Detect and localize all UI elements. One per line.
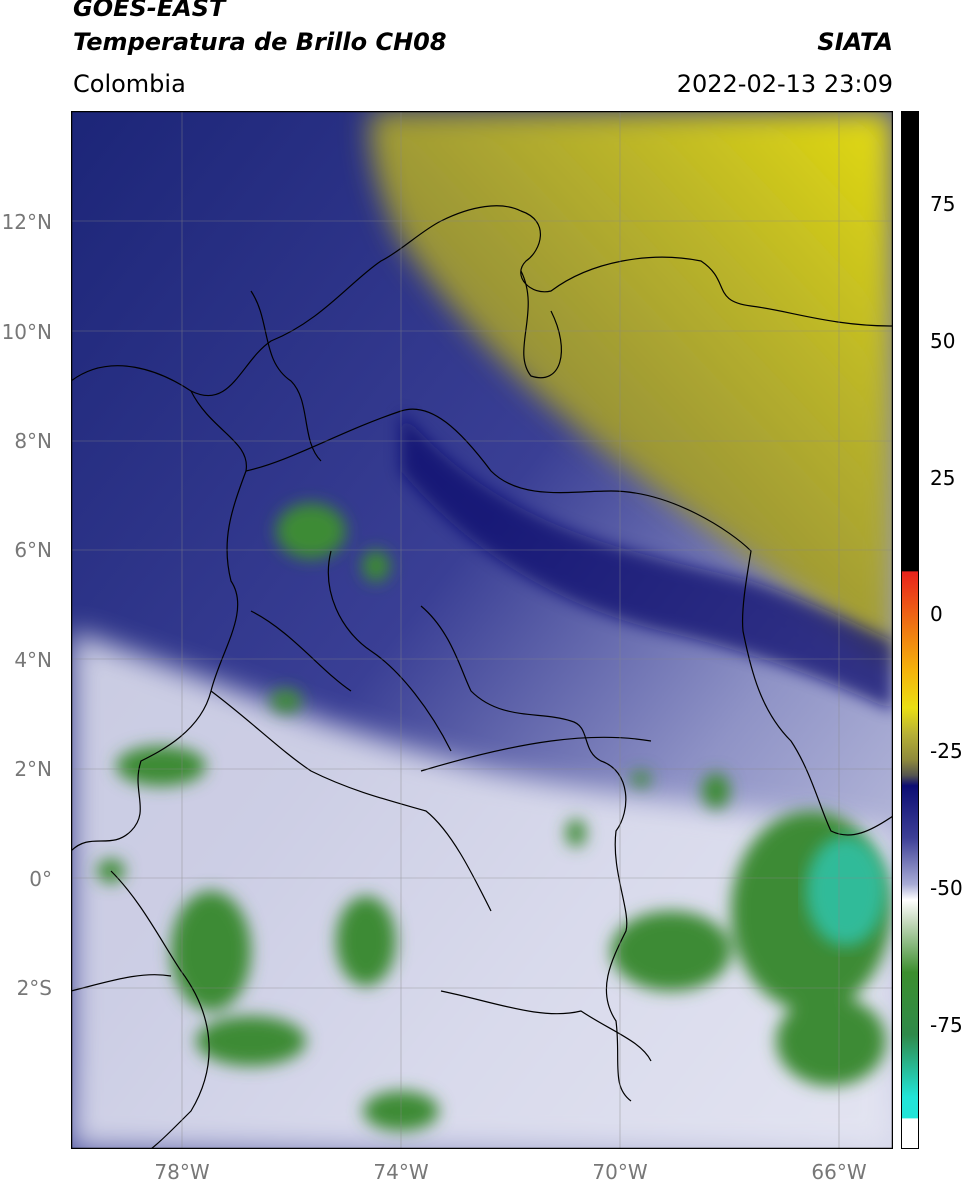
colorbar bbox=[901, 111, 919, 1149]
navy-front bbox=[401, 411, 893, 711]
lat-tick-6n: 6°N bbox=[14, 538, 52, 562]
brand-label: SIATA bbox=[817, 28, 893, 56]
lon-tick-66w: 66°W bbox=[811, 1160, 867, 1184]
lat-tick-2n: 2°N bbox=[14, 757, 52, 781]
lat-tick-10n: 10°N bbox=[1, 320, 52, 344]
product-title-channel: Temperatura de Brillo CH08 bbox=[73, 28, 447, 56]
colorbar-tick-25: 25 bbox=[930, 466, 956, 490]
timestamp-label: 2022-02-13 23:09 bbox=[676, 70, 893, 98]
colorbar-tick-minus-25: -25 bbox=[930, 739, 963, 763]
coastlines-borders bbox=[71, 205, 893, 1149]
colorbar-tick-75: 75 bbox=[930, 192, 956, 216]
product-title-satellite: GOES-EAST bbox=[73, 0, 226, 22]
lat-tick-4n: 4°N bbox=[14, 648, 52, 672]
brightness-temperature-map bbox=[71, 111, 893, 1149]
lat-tick-8n: 8°N bbox=[14, 429, 52, 453]
lon-tick-70w: 70°W bbox=[592, 1160, 648, 1184]
lat-tick-12n: 12°N bbox=[1, 210, 52, 234]
colorbar-tick-0: 0 bbox=[930, 602, 943, 626]
cold-core bbox=[806, 836, 886, 946]
colorbar-tick-minus-50: -50 bbox=[930, 876, 963, 900]
colorbar-frame bbox=[901, 111, 919, 1149]
lat-tick-2s: 2°S bbox=[16, 976, 52, 1000]
colorbar-tick-minus-75: -75 bbox=[930, 1013, 963, 1037]
map-frame bbox=[71, 111, 893, 1149]
lon-tick-78w: 78°W bbox=[154, 1160, 210, 1184]
region-label: Colombia bbox=[73, 70, 186, 98]
lat-tick-0: 0° bbox=[29, 867, 52, 891]
colorbar-gradient bbox=[901, 111, 919, 1149]
graticule bbox=[71, 111, 893, 1149]
warm-dry-region bbox=[370, 111, 893, 671]
colorbar-tick-50: 50 bbox=[930, 329, 956, 353]
lon-tick-74w: 74°W bbox=[373, 1160, 429, 1184]
